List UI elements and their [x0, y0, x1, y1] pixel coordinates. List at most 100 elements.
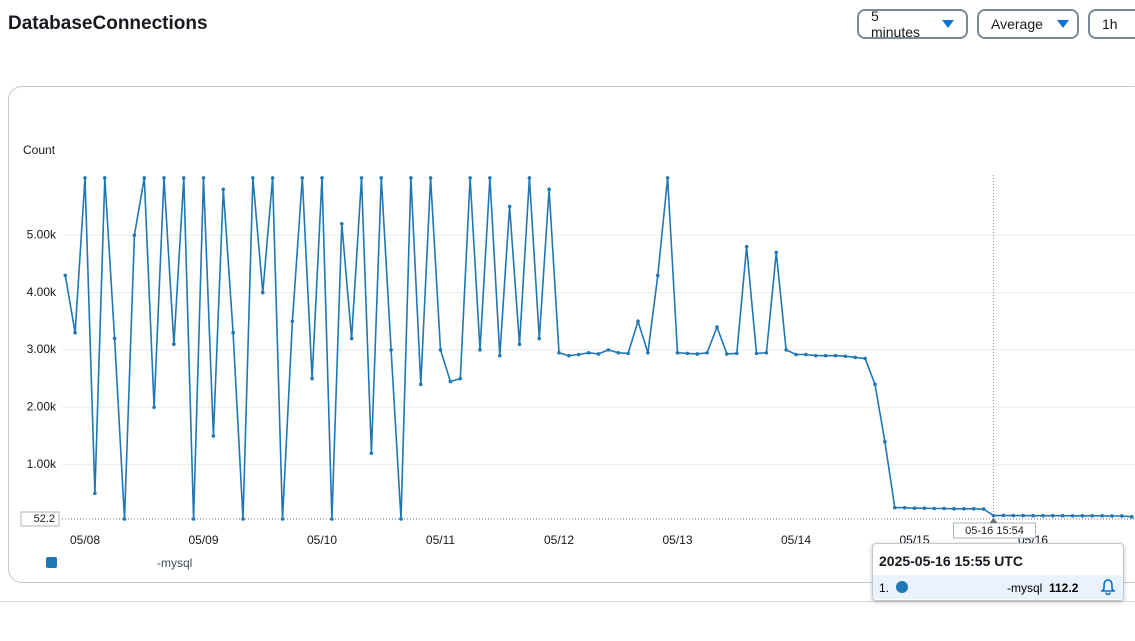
- tooltip-series: -mysql: [1007, 581, 1043, 595]
- data-point: [1021, 513, 1025, 518]
- chart-card: [8, 86, 1135, 583]
- data-point: [1110, 514, 1114, 518]
- data-point: [399, 517, 403, 521]
- range-button[interactable]: 1h: [1088, 9, 1135, 39]
- data-point: [280, 517, 285, 521]
- period-value: 5 minutes: [871, 8, 921, 40]
- tooltip: 2025-05-16 15:55 UTC 1. -mysql 112.2: [872, 543, 1124, 601]
- data-point: [1001, 513, 1006, 518]
- data-point: [458, 376, 463, 381]
- data-point: [873, 382, 877, 387]
- data-point: [172, 342, 176, 346]
- data-point: [1120, 514, 1124, 518]
- y-tick-label: 2.00k: [27, 399, 57, 413]
- data-point: [902, 505, 907, 510]
- page-title: DatabaseConnections: [8, 13, 208, 34]
- data-point: [932, 506, 937, 511]
- data-point: [813, 353, 818, 358]
- data-point: [1129, 515, 1134, 519]
- data-point: [1070, 514, 1075, 518]
- data-point: [774, 250, 779, 255]
- statistic-select[interactable]: Average: [977, 9, 1079, 39]
- data-point: [576, 352, 581, 357]
- data-point: [804, 352, 808, 357]
- legend-label[interactable]: -mysql: [157, 556, 192, 570]
- y-tick-label: 3.00k: [27, 342, 57, 356]
- data-point: [843, 354, 848, 359]
- data-point: [320, 176, 324, 180]
- data-point: [93, 491, 97, 496]
- data-point: [705, 351, 709, 355]
- data-point: [310, 376, 314, 381]
- data-point: [1080, 514, 1085, 518]
- data-point: [853, 355, 858, 360]
- alarm-icon[interactable]: [1101, 579, 1115, 595]
- data-point: [428, 176, 433, 180]
- tooltip-time: 2025-05-16 15:55 UTC: [879, 553, 1023, 569]
- data-point: [369, 451, 374, 455]
- series-line: [64, 177, 1132, 520]
- legend-swatch: [46, 557, 57, 568]
- data-point: [547, 187, 551, 192]
- data-point: [191, 517, 196, 521]
- data-point: [794, 352, 798, 357]
- data-point: [389, 348, 393, 352]
- data-point: [784, 348, 788, 352]
- data-point: [962, 507, 966, 511]
- period-select[interactable]: 5 minutes: [857, 8, 968, 40]
- data-point: [567, 353, 571, 358]
- data-point: [112, 336, 117, 341]
- data-point: [1100, 514, 1104, 518]
- data-point: [685, 351, 690, 356]
- data-point: [241, 517, 245, 521]
- tooltip-row: 1. -mysql 112.2: [873, 575, 1123, 599]
- caret: [942, 20, 954, 28]
- data-point: [1060, 513, 1065, 518]
- data-point: [142, 176, 147, 180]
- y-tick-label: 5.00k: [27, 227, 57, 241]
- data-point: [83, 176, 87, 180]
- data-point: [527, 176, 532, 180]
- data-point: [102, 176, 107, 180]
- data-point: [1031, 513, 1035, 518]
- data-point: [478, 348, 482, 352]
- data-point: [122, 517, 127, 521]
- data-point: [892, 505, 897, 510]
- data-point: [655, 273, 660, 278]
- data-point: [823, 353, 828, 358]
- data-point: [606, 348, 611, 352]
- data-point: [715, 325, 719, 329]
- data-point: [488, 176, 492, 180]
- data-point: [744, 244, 749, 249]
- data-point: [626, 351, 630, 356]
- x-tick-label: 05/11: [426, 533, 455, 547]
- data-point: [73, 330, 77, 335]
- data-point: [764, 351, 769, 355]
- caret: [1056, 20, 1069, 28]
- crosshair-pointer: [989, 518, 998, 523]
- data-point: [616, 351, 621, 355]
- x-tick-label: 05/08: [70, 533, 100, 547]
- data-point: [952, 507, 956, 511]
- data-point: [497, 353, 502, 358]
- data-point: [1011, 513, 1016, 518]
- data-point: [1050, 513, 1055, 518]
- statistic-value: Average: [991, 16, 1043, 32]
- data-point: [586, 351, 591, 355]
- data-point: [912, 506, 917, 511]
- data-point: [339, 221, 344, 226]
- data-point: [221, 187, 226, 192]
- data-point: [211, 434, 216, 438]
- data-point: [517, 342, 522, 346]
- data-point: [152, 405, 156, 410]
- data-point: [290, 319, 295, 324]
- data-point: [636, 319, 640, 324]
- data-point: [1090, 514, 1095, 518]
- data-point: [883, 439, 887, 444]
- data-point: [418, 382, 423, 387]
- data-point: [300, 176, 305, 180]
- data-point: [833, 353, 838, 358]
- data-point: [537, 336, 542, 341]
